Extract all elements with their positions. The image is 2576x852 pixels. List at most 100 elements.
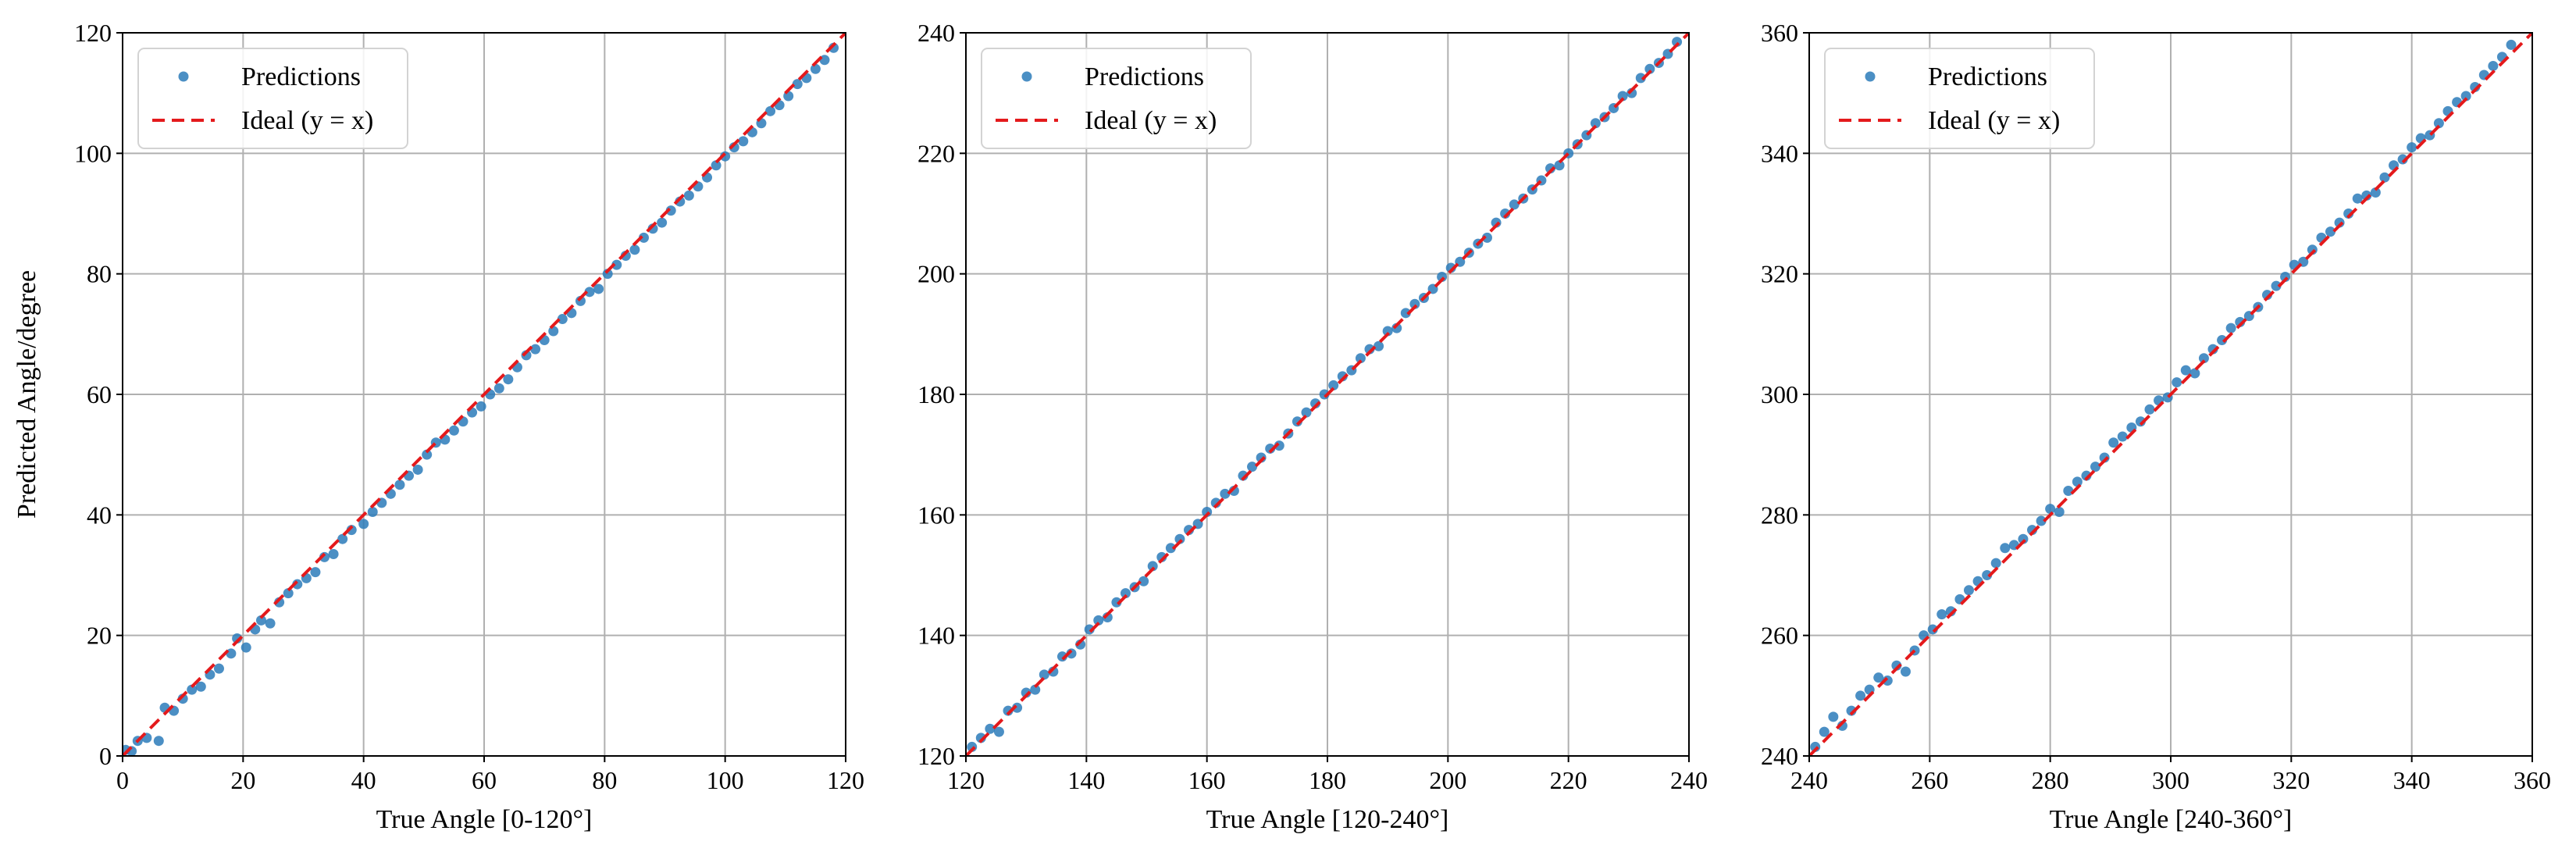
ideal-line [123,33,846,756]
prediction-point [2172,377,2182,388]
prediction-point [638,232,649,243]
subplot-120-240: 120 140 160 180 200 220 240 120 140 160 180 200 220 2… [917,19,1708,834]
legend: Predictions Ideal (y = x) [981,48,1252,149]
prediction-point [2108,437,2119,448]
x-tick-label: 220 [1550,766,1587,794]
prediction-point [738,136,749,147]
prediction-point [1093,615,1104,626]
x-tick-label: 140 [1067,766,1105,794]
y-tick-label: 180 [917,380,955,408]
ideal-line [966,33,1689,756]
prediction-point [503,374,514,385]
x-tick-label: 0 [116,766,129,794]
y-tick-label: 120 [74,19,112,47]
legend-label-predictions: Predictions [1085,62,1204,91]
prediction-point [1828,711,1839,722]
x-axis-label: True Angle [240-360°] [2050,805,2293,834]
prediction-point [283,588,294,599]
legend-frame [981,48,1252,149]
legend: Predictions Ideal (y = x) [137,48,408,149]
y-tick-label: 300 [1761,380,1798,408]
prediction-point [1963,585,1974,596]
prediction-point [2180,365,2191,376]
prediction-point [2225,323,2236,333]
y-tick-label: 120 [917,742,955,770]
legend-label-predictions: Predictions [241,62,361,91]
y-tick-label: 240 [917,19,955,47]
prediction-point [1855,690,1866,701]
prediction-point [711,160,721,171]
prediction-point [1644,63,1655,74]
prediction-point [2189,368,2200,379]
x-tick-label: 160 [1188,766,1226,794]
x-tick-label: 360 [2514,766,2551,794]
x-tick-label: 80 [592,766,617,794]
x-tick-label: 100 [707,766,744,794]
y-tick-label: 260 [1761,622,1798,650]
prediction-point [422,449,433,460]
prediction-point [2325,226,2336,237]
prediction-point [1554,160,1565,171]
prediction-point [1374,340,1384,351]
legend: Predictions Ideal (y = x) [1824,48,2095,149]
x-tick-label: 240 [1790,766,1828,794]
prediction-point [265,618,276,629]
legend-label-ideal: Ideal (y = x) [1085,106,1217,135]
prediction-point [2460,91,2471,102]
legend-marker-predictions [1865,71,1876,82]
prediction-point [2045,504,2056,515]
x-tick-label: 120 [827,766,864,794]
x-tick-label: 180 [1309,766,1346,794]
prediction-point [2352,193,2363,204]
y-tick-label: 80 [87,260,112,288]
y-tick-label: 160 [917,501,955,529]
prediction-point [810,63,821,74]
prediction-point [1982,570,1993,580]
y-tick-label: 360 [1761,19,1798,47]
prediction-point [1247,462,1258,472]
prediction-point [1936,609,1947,620]
prediction-point [2036,515,2047,526]
prediction-point [2063,485,2074,496]
prediction-point [593,283,604,294]
prediction-point [1030,684,1041,695]
legend-marker-predictions [1021,71,1032,82]
x-tick-label: 280 [2032,766,2069,794]
prediction-point [1819,726,1830,737]
y-tick-label: 140 [917,622,955,650]
prediction-point [2433,118,2444,129]
prediction-point [2117,431,2128,442]
prediction-point [1138,576,1149,586]
legend-marker-predictions [178,71,189,82]
x-tick-label: 40 [351,766,376,794]
prediction-point [1617,91,1628,102]
y-tick-label: 220 [917,139,955,167]
y-tick-label: 60 [87,380,112,408]
y-tick-label: 280 [1761,501,1798,529]
prediction-point [1990,558,2001,569]
prediction-point [493,383,504,394]
prediction-point [1590,118,1601,129]
prediction-point [2506,39,2517,50]
plot-area [966,33,1689,756]
y-tick-label: 100 [74,139,112,167]
legend-frame [137,48,408,149]
y-tick-label: 0 [99,742,112,770]
prediction-point [629,244,640,255]
prediction-point [187,684,198,695]
prediction-point [993,726,1004,737]
prediction-point [548,326,559,337]
prediction-point [367,506,378,517]
x-tick-label: 20 [230,766,255,794]
prediction-point [2379,172,2390,183]
prediction-point [657,217,668,228]
prediction-point [153,736,164,747]
x-tick-label: 260 [1911,766,1948,794]
y-tick-label: 40 [87,501,112,529]
legend-label-ideal: Ideal (y = x) [241,106,373,135]
y-tick-label: 240 [1761,742,1798,770]
prediction-point [985,723,996,734]
prediction-point [1481,232,1492,243]
prediction-point [584,287,595,298]
prediction-point [213,663,224,674]
